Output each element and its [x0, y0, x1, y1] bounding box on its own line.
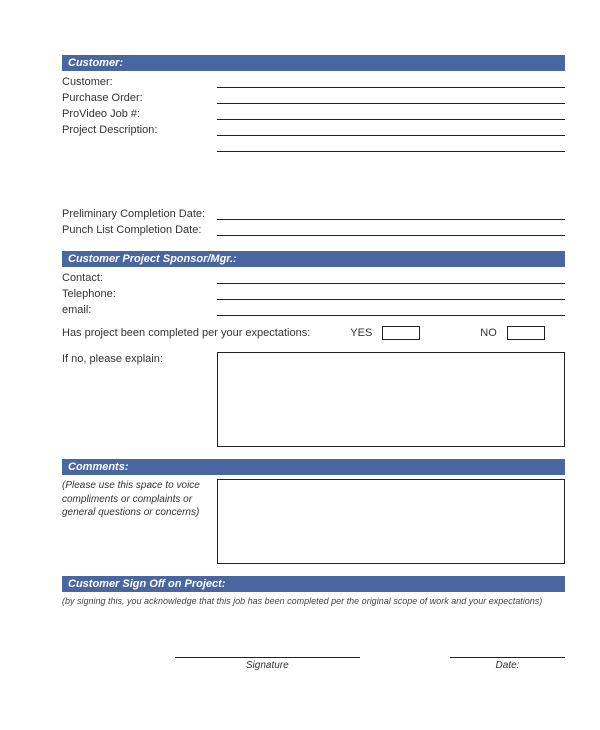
contact-row: Contact: — [62, 271, 565, 284]
prelim-date-label: Preliminary Completion Date: — [62, 208, 217, 220]
email-row: email: — [62, 303, 565, 316]
telephone-label: Telephone: — [62, 288, 217, 300]
comments-section-header: Comments: — [62, 459, 565, 475]
email-label: email: — [62, 304, 217, 316]
comments-label: (Please use this space to voice complime… — [62, 479, 217, 520]
comments-textarea[interactable] — [217, 479, 565, 564]
project-desc-row: Project Description: — [62, 123, 565, 136]
punch-date-row: Punch List Completion Date: — [62, 223, 565, 236]
provideo-job-label: ProVideo Job #: — [62, 108, 217, 120]
signature-label: Signature — [246, 660, 289, 671]
customer-section-header: Customer: — [62, 55, 565, 71]
comments-row: (Please use this space to voice complime… — [62, 479, 565, 564]
project-desc-input-line2[interactable] — [217, 139, 565, 152]
date-block: Date: — [450, 644, 565, 671]
project-desc-input-line[interactable] — [217, 123, 565, 136]
yesno-row: Has project been completed per your expe… — [62, 326, 565, 340]
no-checkbox[interactable] — [507, 326, 545, 340]
telephone-row: Telephone: — [62, 287, 565, 300]
telephone-input-line[interactable] — [217, 287, 565, 300]
yesno-question: Has project been completed per your expe… — [62, 327, 310, 339]
punch-date-label: Punch List Completion Date: — [62, 224, 217, 236]
prelim-date-input-line[interactable] — [217, 207, 565, 220]
punch-date-input-line[interactable] — [217, 223, 565, 236]
customer-input-line[interactable] — [217, 75, 565, 88]
purchase-order-label: Purchase Order: — [62, 92, 217, 104]
date-line[interactable] — [450, 644, 565, 658]
contact-input-line[interactable] — [217, 271, 565, 284]
email-input-line[interactable] — [217, 303, 565, 316]
contact-label: Contact: — [62, 272, 217, 284]
prelim-date-row: Preliminary Completion Date: — [62, 207, 565, 220]
date-label: Date: — [496, 660, 520, 671]
signature-line[interactable] — [175, 644, 360, 658]
explain-textarea[interactable] — [217, 352, 565, 447]
explain-row: If no, please explain: — [62, 352, 565, 447]
explain-label: If no, please explain: — [62, 352, 217, 365]
yes-label: YES — [350, 327, 372, 339]
signature-block: Signature — [175, 644, 360, 671]
sponsor-section-header: Customer Project Sponsor/Mgr.: — [62, 251, 565, 267]
project-desc-label: Project Description: — [62, 124, 217, 136]
provideo-job-input-line[interactable] — [217, 107, 565, 120]
signature-row: Signature Date: — [62, 644, 565, 671]
signoff-note: (by signing this, you acknowledge that t… — [62, 596, 565, 608]
customer-label: Customer: — [62, 76, 217, 88]
purchase-order-row: Purchase Order: — [62, 91, 565, 104]
provideo-job-row: ProVideo Job #: — [62, 107, 565, 120]
project-desc-row2 — [62, 139, 565, 152]
purchase-order-input-line[interactable] — [217, 91, 565, 104]
no-label: NO — [480, 327, 497, 339]
signoff-section-header: Customer Sign Off on Project: — [62, 576, 565, 592]
yes-checkbox[interactable] — [382, 326, 420, 340]
customer-row: Customer: — [62, 75, 565, 88]
